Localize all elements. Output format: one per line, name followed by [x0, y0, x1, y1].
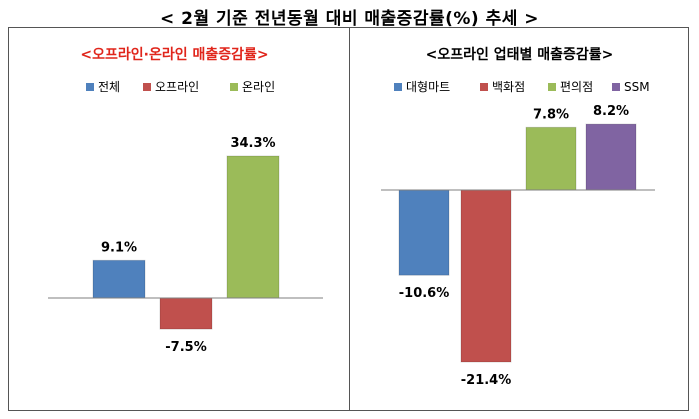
left-bar-cat-1	[159, 297, 213, 330]
left-legend-item-cat-0: 전체	[86, 80, 120, 94]
right-bar-ssm	[585, 123, 637, 191]
right-legend-swatch	[480, 83, 488, 91]
right-data-label-cat-0: -10.6%	[399, 286, 450, 301]
left-legend-swatch	[86, 83, 94, 91]
right-legend-item-cat-1: 백화점	[480, 80, 525, 94]
left-legend-swatch	[143, 83, 151, 91]
right-legend-item-cat-2: 편의점	[548, 80, 593, 94]
right-bar-cat-1	[460, 189, 512, 363]
right-chart-title: <오프라인 업태별 매출증감률>	[425, 47, 614, 63]
main-title: < 2월 기준 전년동월 대비 매출증감률(%) 추세 >	[159, 9, 540, 29]
right-legend-label: 편의점	[560, 80, 593, 94]
left-legend-label: 전체	[98, 80, 120, 94]
left-bar-cat-2	[226, 155, 280, 299]
left-data-label-cat-2: 34.3%	[230, 136, 275, 151]
right-legend-label: SSM	[624, 80, 650, 94]
left-legend-label: 오프라인	[155, 80, 199, 94]
right-legend-swatch	[548, 83, 556, 91]
right-data-label-cat-1: -21.4%	[461, 373, 512, 388]
right-legend-swatch	[612, 83, 620, 91]
right-legend-item-ssm: SSM	[612, 80, 650, 94]
left-bar-cat-0	[92, 259, 146, 299]
chart-frame	[8, 27, 689, 411]
left-data-label-cat-0: 9.1%	[101, 240, 137, 255]
left-data-label-cat-1: -7.5%	[165, 340, 206, 355]
left-legend-swatch	[230, 83, 238, 91]
right-legend-item-cat-0: 대형마트	[394, 80, 450, 94]
right-legend-swatch	[394, 83, 402, 91]
left-legend-item-cat-1: 오프라인	[143, 80, 199, 94]
left-legend-label: 온라인	[242, 80, 275, 94]
right-data-label-cat-2: 7.8%	[533, 107, 569, 122]
panel-divider	[349, 27, 350, 411]
right-bar-cat-2	[525, 126, 577, 191]
right-data-label-ssm: 8.2%	[593, 104, 629, 119]
right-bar-cat-0	[398, 189, 450, 276]
left-chart-title: <오프라인·온라인 매출증감률>	[80, 47, 269, 63]
right-legend-label: 백화점	[492, 80, 525, 94]
right-legend-label: 대형마트	[406, 80, 450, 94]
left-legend-item-cat-2: 온라인	[230, 80, 275, 94]
right-chart: 대형마트 백화점 편의점 SSM -10.6% -21.4% 7.8% 8.2%	[381, 80, 655, 388]
left-chart: 전체 오프라인 온라인 9.1% -7.5% 34.3%	[48, 80, 323, 355]
